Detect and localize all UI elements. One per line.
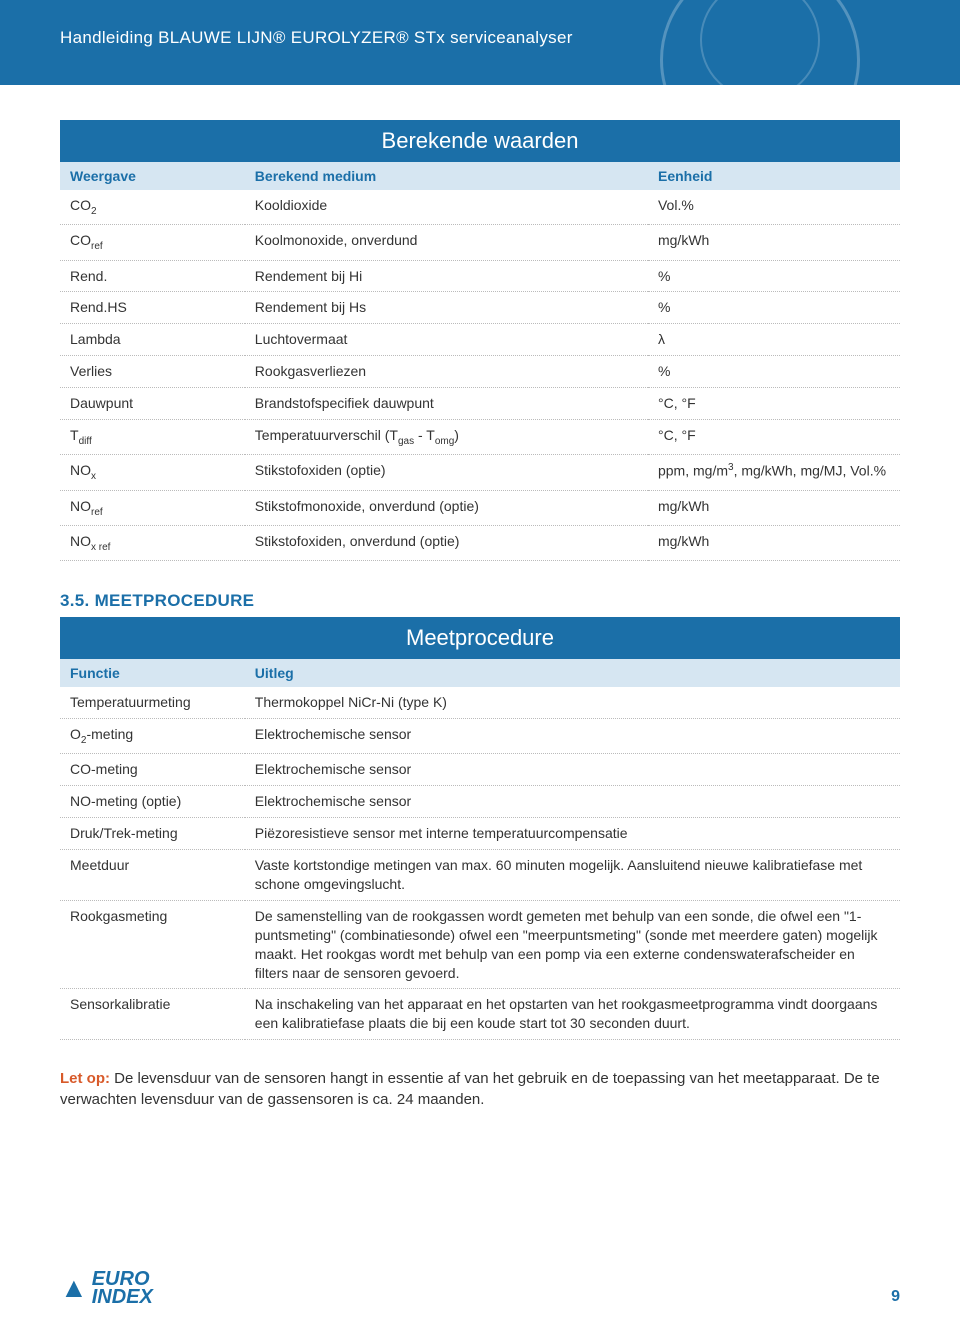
procedure-table: Meetprocedure Functie Uitleg Temperatuur…	[60, 617, 900, 1040]
cell: Vol.%	[648, 190, 900, 225]
cell: Stikstofmonoxide, onverdund (optie)	[245, 490, 648, 525]
table-row: Rend.Rendement bij Hi%	[60, 260, 900, 292]
table-row: NOx refStikstofoxiden, onverdund (optie)…	[60, 525, 900, 560]
cell: Temperatuurmeting	[60, 687, 245, 718]
column-header: Uitleg	[245, 659, 900, 687]
cell: NOx ref	[60, 525, 245, 560]
cell: Rend.HS	[60, 292, 245, 324]
logo-line2: INDEX	[92, 1286, 153, 1308]
table-row: TemperatuurmetingThermokoppel NiCr-Ni (t…	[60, 687, 900, 718]
cell: CO2	[60, 190, 245, 225]
table-row: RookgasmetingDe samenstelling van de roo…	[60, 900, 900, 989]
cell: Temperatuurverschil (Tgas - Tomg)	[245, 420, 648, 455]
logo-triangle-icon: ▲	[60, 1275, 88, 1300]
cell: Elektrochemische sensor	[245, 754, 900, 786]
cell: °C, °F	[648, 388, 900, 420]
table-row: MeetduurVaste kortstondige metingen van …	[60, 850, 900, 901]
cell: COref	[60, 225, 245, 260]
cell: Brandstofspecifiek dauwpunt	[245, 388, 648, 420]
cell: Druk/Trek-meting	[60, 818, 245, 850]
table-row: Druk/Trek-metingPiëzoresistieve sensor m…	[60, 818, 900, 850]
table-title: Meetprocedure	[60, 617, 900, 659]
cell: mg/kWh	[648, 490, 900, 525]
column-header: Eenheid	[648, 162, 900, 190]
cell: Stikstofoxiden, onverdund (optie)	[245, 525, 648, 560]
cell: Rookgasmeting	[60, 900, 245, 989]
cell: Kooldioxide	[245, 190, 648, 225]
cell: Dauwpunt	[60, 388, 245, 420]
cell: NOref	[60, 490, 245, 525]
cell: CO-meting	[60, 754, 245, 786]
table-row: SensorkalibratieNa inschakeling van het …	[60, 989, 900, 1040]
table-row: NOxStikstofoxiden (optie)ppm, mg/m3, mg/…	[60, 455, 900, 490]
cell: Verlies	[60, 356, 245, 388]
euroindex-logo: ▲ EURO INDEX	[60, 1270, 153, 1306]
cell: Meetduur	[60, 850, 245, 901]
cell: ppm, mg/m3, mg/kWh, mg/MJ, Vol.%	[648, 455, 900, 490]
cell: %	[648, 292, 900, 324]
calculated-values-table: Berekende waarden Weergave Berekend medi…	[60, 120, 900, 561]
cell: NO-meting (optie)	[60, 786, 245, 818]
cell: De samenstelling van de rookgassen wordt…	[245, 900, 900, 989]
table-row: Rend.HSRendement bij Hs%	[60, 292, 900, 324]
cell: Elektrochemische sensor	[245, 786, 900, 818]
cell: Thermokoppel NiCr-Ni (type K)	[245, 687, 900, 718]
note-paragraph: Let op: De levensduur van de sensoren ha…	[60, 1068, 900, 1110]
cell: Rendement bij Hi	[245, 260, 648, 292]
cell: Na inschakeling van het apparaat en het …	[245, 989, 900, 1040]
column-header: Weergave	[60, 162, 245, 190]
cell: mg/kWh	[648, 225, 900, 260]
cell: λ	[648, 324, 900, 356]
section-heading: 3.5. MEETPROCEDURE	[60, 591, 900, 611]
cell: NOx	[60, 455, 245, 490]
table-row: O2-metingElektrochemische sensor	[60, 719, 900, 754]
logo-text: EURO INDEX	[92, 1270, 153, 1306]
table-row: NO-meting (optie)Elektrochemische sensor	[60, 786, 900, 818]
table-row: DauwpuntBrandstofspecifiek dauwpunt°C, °…	[60, 388, 900, 420]
cell: Rendement bij Hs	[245, 292, 648, 324]
page-number: 9	[891, 1288, 900, 1306]
cell: Koolmonoxide, onverdund	[245, 225, 648, 260]
cell: Lambda	[60, 324, 245, 356]
table-title: Berekende waarden	[60, 120, 900, 162]
column-header: Berekend medium	[245, 162, 648, 190]
cell: mg/kWh	[648, 525, 900, 560]
page-content: Berekende waarden Weergave Berekend medi…	[0, 85, 960, 1110]
cell: Elektrochemische sensor	[245, 719, 900, 754]
table-row: CO2KooldioxideVol.%	[60, 190, 900, 225]
table-row: VerliesRookgasverliezen%	[60, 356, 900, 388]
note-label: Let op:	[60, 1070, 110, 1087]
cell: Stikstofoxiden (optie)	[245, 455, 648, 490]
cell: °C, °F	[648, 420, 900, 455]
note-text: De levensduur van de sensoren hangt in e…	[60, 1070, 880, 1108]
cell: Rookgasverliezen	[245, 356, 648, 388]
cell: Tdiff	[60, 420, 245, 455]
cell: Luchtovermaat	[245, 324, 648, 356]
table-row: NOrefStikstofmonoxide, onverdund (optie)…	[60, 490, 900, 525]
page-header: Handleiding BLAUWE LIJN® EUROLYZER® STx …	[0, 0, 960, 85]
cell: Piëzoresistieve sensor met interne tempe…	[245, 818, 900, 850]
cell: Sensorkalibratie	[60, 989, 245, 1040]
cell: %	[648, 260, 900, 292]
column-header: Functie	[60, 659, 245, 687]
cell: O2-meting	[60, 719, 245, 754]
table-row: COrefKoolmonoxide, onverdundmg/kWh	[60, 225, 900, 260]
decorative-circle	[700, 0, 820, 85]
cell: Rend.	[60, 260, 245, 292]
cell: %	[648, 356, 900, 388]
cell: Vaste kortstondige metingen van max. 60 …	[245, 850, 900, 901]
page-footer: ▲ EURO INDEX 9	[60, 1270, 900, 1306]
table-row: TdiffTemperatuurverschil (Tgas - Tomg)°C…	[60, 420, 900, 455]
table-row: LambdaLuchtovermaatλ	[60, 324, 900, 356]
table-row: CO-metingElektrochemische sensor	[60, 754, 900, 786]
